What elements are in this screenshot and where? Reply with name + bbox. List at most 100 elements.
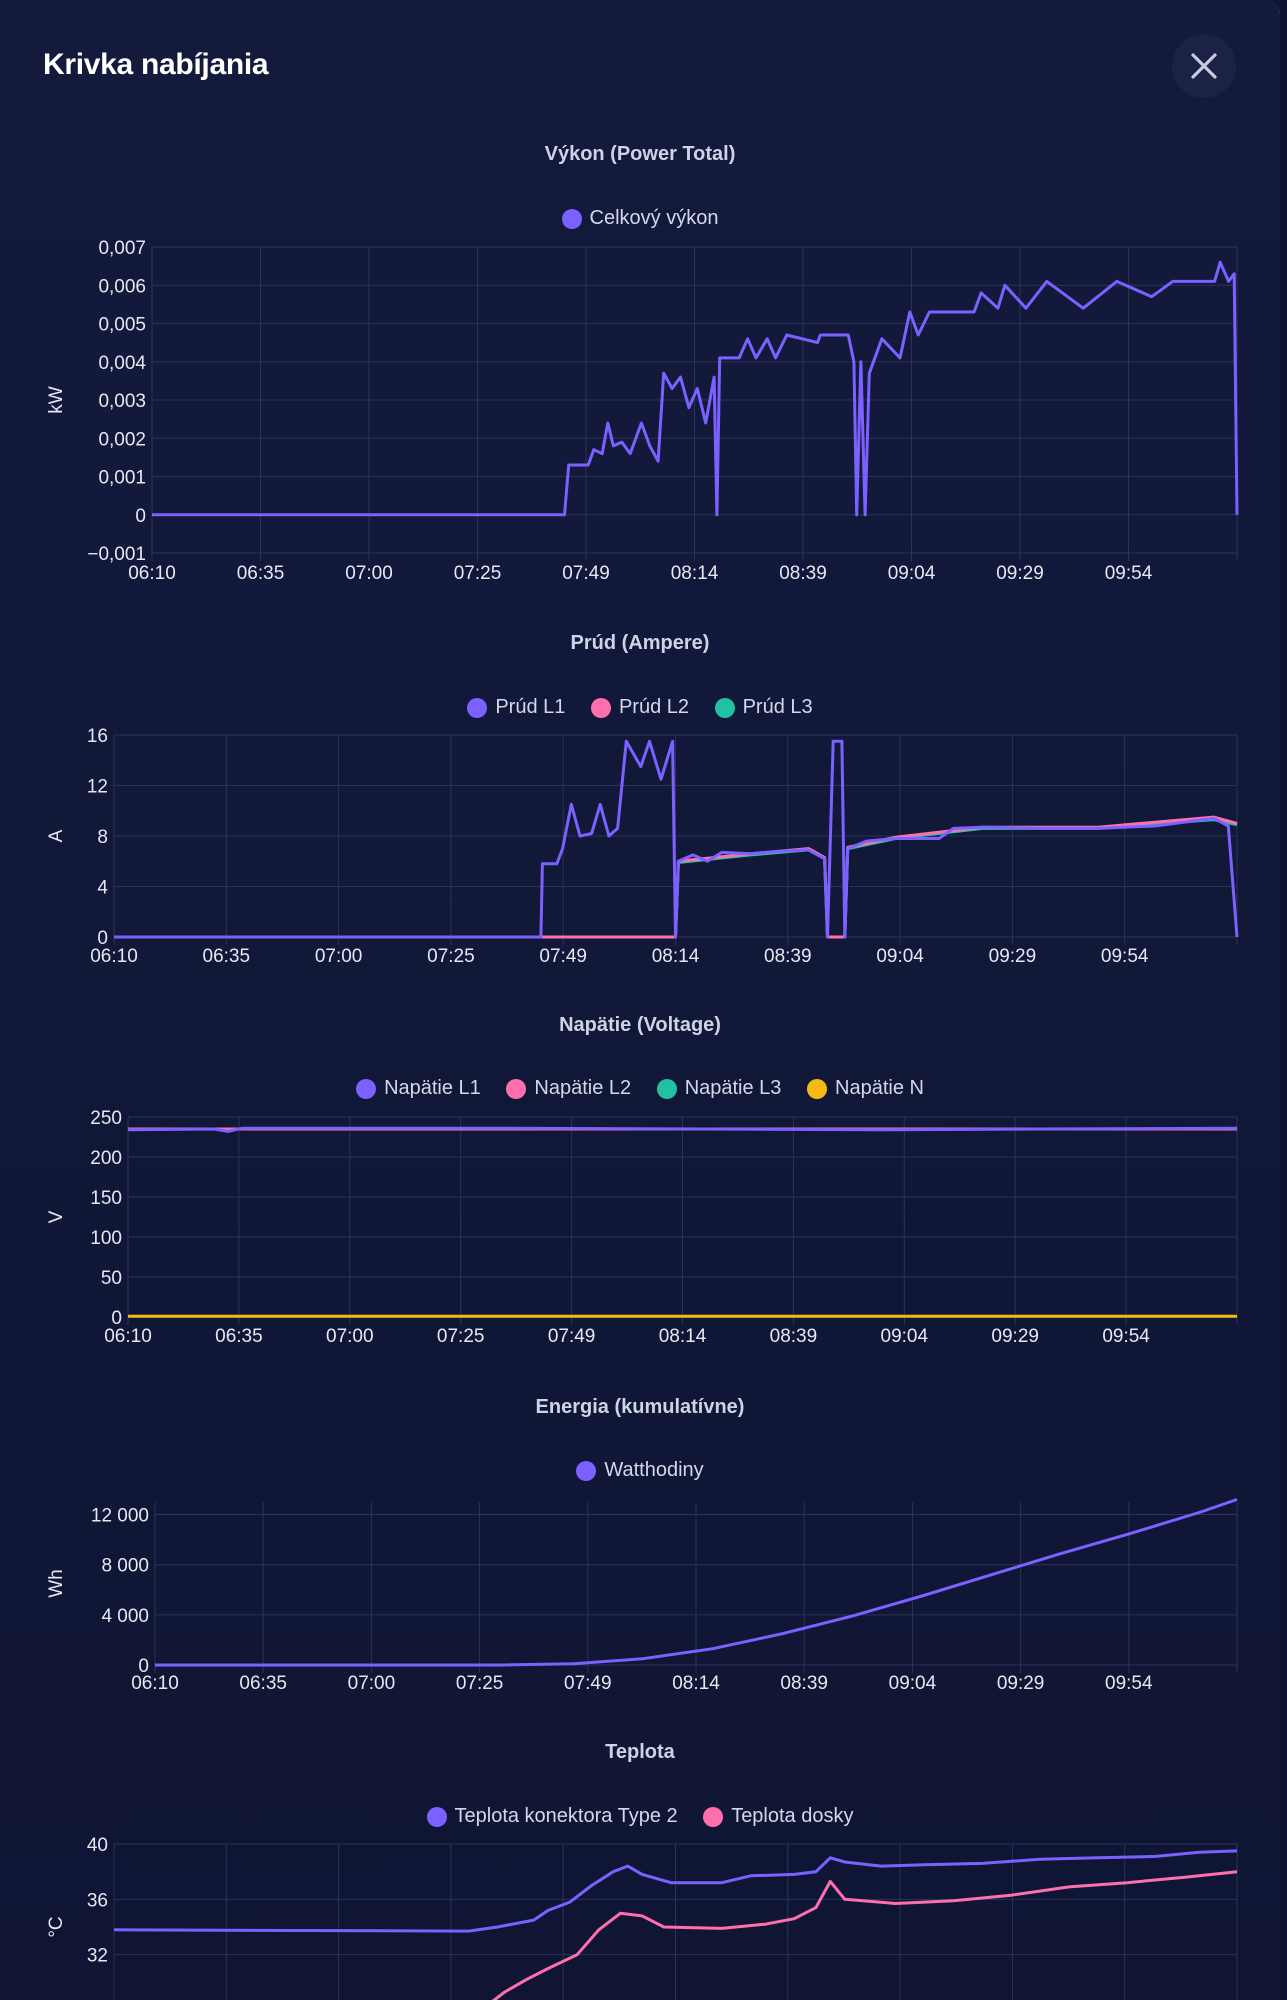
- x-tick-label: 08:14: [652, 946, 700, 967]
- chart-legend: Teplota konektora Type 2 Teplota dosky: [0, 1805, 1280, 1833]
- legend-dot-icon: [467, 697, 488, 718]
- background-edge: [1280, 0, 1287, 2000]
- legend-dot-icon: [576, 1460, 597, 1481]
- chart-title: Výkon (Power Total): [544, 143, 736, 165]
- x-tick-label: 09:54: [1105, 563, 1153, 584]
- y-tick-label: 32: [87, 1946, 108, 1967]
- y-axis-label: °C: [46, 1916, 67, 1937]
- x-tick-label: 06:35: [203, 946, 251, 967]
- x-tick-label: 09:04: [889, 1673, 937, 1694]
- current-chart: 16 12 8 4 006:10 06:35 07:00 07:25 07:49 08:14 08:…: [46, 726, 1239, 967]
- legend-label: Napätie L1: [384, 1077, 481, 1099]
- y-axis-label: V: [46, 1210, 67, 1223]
- chart-title: Prúd (Ampere): [570, 632, 710, 654]
- y-tick-label: 0,002: [98, 429, 146, 450]
- legend-label: Watthodiny: [604, 1459, 704, 1481]
- legend-dot-icon: [561, 208, 582, 229]
- legend-dot-icon: [807, 1078, 827, 1099]
- y-tick-label: 0: [111, 1308, 122, 1329]
- x-tick-label: 06:35: [215, 1326, 263, 1347]
- y-tick-label: 16: [87, 726, 108, 747]
- y-tick-label: 250: [90, 1108, 122, 1129]
- x-tick-label: 07:49: [548, 1326, 596, 1347]
- y-tick-label: −0,001: [87, 544, 146, 565]
- y-tick-label: 0,004: [98, 353, 146, 374]
- legend-dot-icon: [590, 697, 611, 718]
- y-tick-label: 0,001: [98, 468, 146, 489]
- y-tick-label: 4: [97, 878, 108, 899]
- legend-label: Teplota konektora Type 2: [454, 1805, 678, 1827]
- x-tick-label: 08:14: [671, 563, 719, 584]
- legend-item[interactable]: Teplota konektora Type 2: [426, 1805, 678, 1828]
- energy-chart: 12 000 8 000 4 000 006:10 06:35 07:00 07:25 07:…: [46, 1498, 1238, 1694]
- legend-item[interactable]: Napätie L3: [656, 1077, 782, 1100]
- y-tick-label: 0,007: [98, 238, 146, 259]
- y-tick-label: 0,006: [98, 276, 146, 297]
- series-line: [152, 260, 1239, 517]
- x-tick-label: 07:00: [315, 946, 363, 967]
- legend-dot-icon: [703, 1806, 724, 1827]
- legend-label: Napätie L3: [684, 1077, 782, 1099]
- legend-item[interactable]: Napätie L1: [356, 1077, 481, 1100]
- y-tick-label: 36: [87, 1890, 108, 1911]
- y-tick-label: 200: [90, 1148, 122, 1169]
- x-tick-label: 09:54: [1102, 1326, 1150, 1347]
- chart-title: Teplota: [605, 1741, 675, 1763]
- x-tick-label: 06:35: [237, 563, 285, 584]
- x-tick-label: 07:49: [539, 946, 587, 967]
- x-tick-label: 09:54: [1101, 946, 1149, 967]
- legend-label: Napätie L2: [534, 1077, 632, 1099]
- legend-label: Celkový výkon: [589, 207, 719, 229]
- x-tick-label: 06:10: [104, 1326, 152, 1347]
- x-tick-label: 06:10: [90, 946, 138, 967]
- x-tick-label: 08:14: [672, 1673, 720, 1694]
- x-tick-label: 07:25: [456, 1673, 504, 1694]
- legend-label: Prúd L1: [495, 696, 566, 718]
- chart-title: Napätie (Voltage): [559, 1014, 721, 1036]
- x-tick-label: 08:39: [779, 563, 827, 584]
- x-tick-label: 08:14: [659, 1326, 707, 1347]
- legend-item[interactable]: Napätie N: [807, 1077, 924, 1100]
- legend-label: Prúd L2: [618, 696, 690, 718]
- legend-item[interactable]: Watthodiny: [576, 1459, 704, 1482]
- legend-label: Teplota dosky: [731, 1805, 854, 1827]
- legend-dot-icon: [714, 697, 735, 718]
- series-line: [113, 1849, 1238, 1933]
- close-button[interactable]: [1172, 34, 1236, 98]
- legend-item[interactable]: Celkový výkon: [561, 207, 719, 230]
- x-tick-label: 07:25: [437, 1326, 485, 1347]
- y-tick-label: 0,003: [98, 391, 146, 412]
- x-tick-label: 08:39: [764, 946, 812, 967]
- y-tick-label: 12: [87, 777, 108, 798]
- x-tick-label: 09:04: [888, 563, 936, 584]
- x-tick-label: 09:29: [989, 946, 1037, 967]
- legend-item[interactable]: Prúd L2: [590, 696, 690, 719]
- close-icon: [1191, 53, 1217, 79]
- x-tick-label: 09:04: [876, 946, 924, 967]
- legend-dot-icon: [656, 1078, 677, 1099]
- chart-legend: Napätie L1 Napätie L2 Napätie L3 Napätie…: [0, 1077, 1280, 1105]
- x-tick-label: 08:39: [780, 1673, 828, 1694]
- y-tick-label: 0: [97, 928, 108, 949]
- x-tick-label: 09:29: [991, 1326, 1039, 1347]
- x-tick-label: 09:29: [997, 1673, 1045, 1694]
- x-tick-label: 06:10: [128, 563, 176, 584]
- series-line: [114, 739, 1239, 939]
- y-tick-label: 4 000: [101, 1606, 149, 1627]
- legend-item[interactable]: Napätie L2: [506, 1077, 631, 1100]
- chart-title: Energia (kumulatívne): [535, 1396, 745, 1418]
- chart-legend: Watthodiny: [0, 1459, 1280, 1487]
- x-tick-label: 06:10: [131, 1673, 179, 1694]
- legend-item[interactable]: Teplota dosky: [703, 1805, 853, 1828]
- legend-item[interactable]: Prúd L3: [714, 696, 813, 719]
- legend-label: Napätie N: [835, 1077, 924, 1099]
- y-tick-label: 0,005: [98, 315, 146, 336]
- legend-item[interactable]: Prúd L1: [467, 696, 565, 719]
- legend-label: Prúd L3: [742, 696, 813, 718]
- series-line: [127, 1126, 1238, 1133]
- y-tick-label: 150: [90, 1188, 122, 1209]
- series-line: [155, 1498, 1238, 1667]
- y-axis-label: kW: [46, 386, 67, 414]
- legend-dot-icon: [506, 1078, 527, 1099]
- temperature-chart: 40 36 32 °C: [46, 1835, 1238, 2000]
